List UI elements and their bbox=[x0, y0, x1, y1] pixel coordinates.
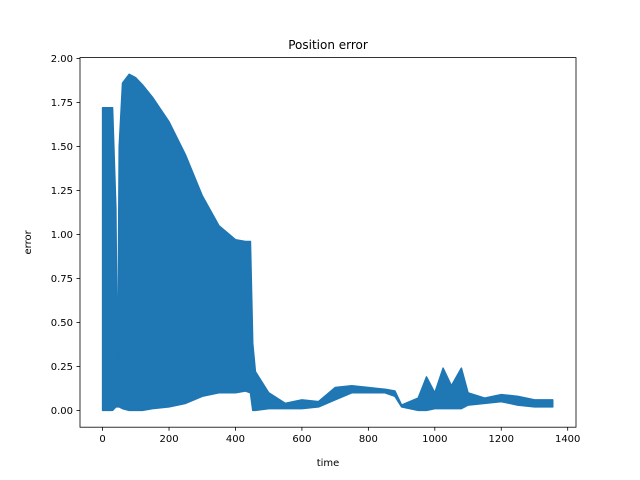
x-tick-label: 1000 bbox=[422, 434, 447, 445]
x-axis-label: time bbox=[317, 458, 340, 469]
x-axis: 0 200 400 600 800 1000 1200 1400 bbox=[99, 427, 580, 445]
x-tick-label: 1200 bbox=[489, 434, 514, 445]
x-tick-label: 200 bbox=[159, 434, 178, 445]
x-tick-label: 400 bbox=[226, 434, 245, 445]
x-tick-label: 600 bbox=[292, 434, 311, 445]
y-tick-label: 1.75 bbox=[51, 98, 73, 109]
x-tick-label: 0 bbox=[99, 434, 105, 445]
axes-frame bbox=[79, 57, 577, 428]
y-tick-label: 1.00 bbox=[51, 230, 73, 241]
x-tick-label: 1400 bbox=[555, 434, 580, 445]
y-tick-label: 1.25 bbox=[51, 186, 73, 197]
y-axis-label: error bbox=[23, 229, 34, 254]
y-tick-label: 0.50 bbox=[51, 318, 73, 329]
plot-area bbox=[101, 73, 554, 412]
x-tick-label: 800 bbox=[359, 434, 378, 445]
y-axis: 0.00 0.25 0.50 0.75 1.00 1.25 1.50 1.75 2.00 bbox=[51, 54, 80, 417]
y-tick-label: 1.50 bbox=[51, 142, 73, 153]
y-tick-label: 2.00 bbox=[51, 54, 73, 65]
y-tick-label: 0.75 bbox=[51, 274, 73, 285]
y-tick-label: 0.25 bbox=[51, 362, 73, 373]
chart-title: Position error bbox=[288, 38, 368, 52]
series-line-0 bbox=[101, 73, 554, 412]
y-tick-label: 0.00 bbox=[51, 406, 73, 417]
